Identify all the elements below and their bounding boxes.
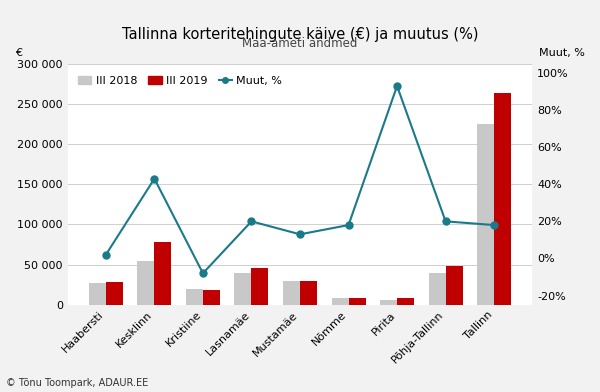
Bar (349, 298, 365, 305)
Bar (332, 298, 349, 305)
Bar (186, 289, 203, 305)
Bar (494, 93, 511, 305)
Bar (380, 300, 397, 305)
Bar (477, 124, 494, 305)
Text: €: € (15, 48, 22, 58)
Muut, % (199, 271, 206, 276)
Bar (235, 273, 251, 305)
Bar (300, 281, 317, 305)
Legend: III 2018, III 2019, Muut, %: III 2018, III 2019, Muut, % (73, 72, 287, 91)
Muut, % (248, 219, 255, 224)
Bar (283, 281, 300, 305)
Muut, % (394, 83, 401, 88)
Muut, % (442, 219, 449, 224)
Text: Maa-ameti andmed: Maa-ameti andmed (242, 37, 358, 50)
Line: Muut, %: Muut, % (103, 83, 497, 277)
Bar (203, 290, 220, 305)
Bar (397, 298, 414, 305)
Muut, % (296, 232, 304, 237)
Title: Tallinna korteritehingute käive (€) ja muutus (%): Tallinna korteritehingute käive (€) ja m… (122, 27, 478, 42)
Bar (154, 242, 172, 305)
Muut, % (345, 223, 352, 227)
Text: Muut, %: Muut, % (539, 48, 585, 58)
Bar (428, 273, 446, 305)
Text: © Tõnu Toompark, ADAUR.EE: © Tõnu Toompark, ADAUR.EE (6, 378, 148, 388)
Bar (446, 266, 463, 305)
Muut, % (151, 176, 158, 181)
Muut, % (102, 252, 109, 257)
Muut, % (491, 223, 498, 227)
Bar (106, 282, 123, 305)
Bar (251, 268, 268, 305)
Bar (137, 261, 154, 305)
Bar (89, 283, 106, 305)
